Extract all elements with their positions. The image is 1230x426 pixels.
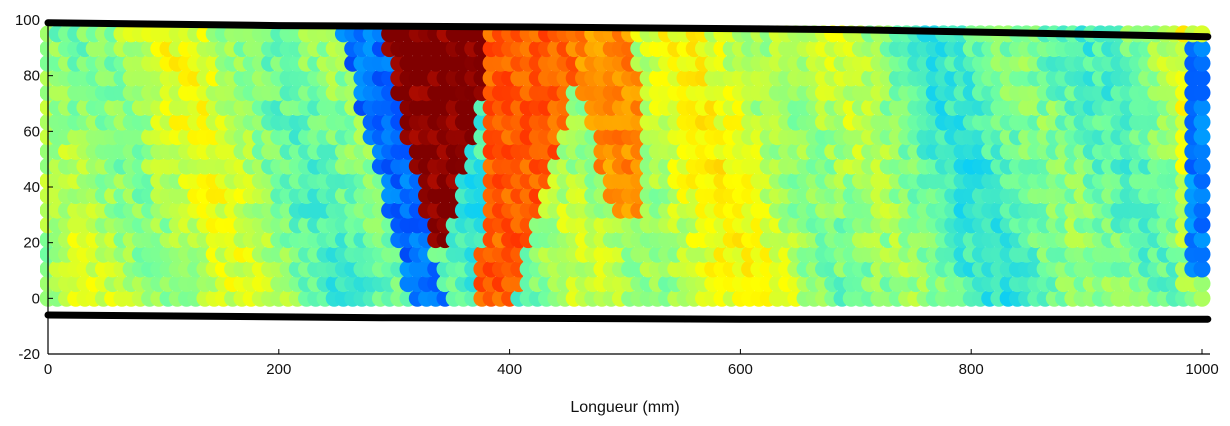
data-point xyxy=(1193,157,1211,175)
data-point xyxy=(1193,216,1211,234)
data-point xyxy=(1193,113,1211,131)
data-point xyxy=(1193,260,1211,278)
data-point xyxy=(1193,69,1211,87)
x-tick-label: 1000 xyxy=(1185,361,1218,378)
data-point xyxy=(1193,187,1211,204)
data-point xyxy=(1193,128,1211,146)
lower-boundary-line xyxy=(44,311,1212,323)
y-tick-label: 80 xyxy=(23,68,40,85)
data-point xyxy=(1193,245,1211,263)
data-point xyxy=(1193,201,1211,219)
data-point xyxy=(1193,142,1211,160)
x-tick-label: 600 xyxy=(728,361,753,378)
data-point xyxy=(1193,231,1211,249)
x-tick-label: 800 xyxy=(959,361,984,378)
x-tick-label: 0 xyxy=(44,361,52,378)
data-point xyxy=(1193,275,1211,293)
data-point xyxy=(1193,84,1211,102)
y-tick-label: -20 xyxy=(18,346,40,363)
boundary-lines-layer xyxy=(44,19,1212,323)
y-tick-label: 0 xyxy=(32,290,40,307)
y-tick-label: 100 xyxy=(15,12,40,29)
scatter-points-layer xyxy=(40,25,1211,307)
data-point xyxy=(1193,289,1211,307)
data-point xyxy=(1193,98,1211,116)
y-tick-label: 60 xyxy=(23,123,40,140)
data-point xyxy=(1193,54,1211,72)
data-point xyxy=(1193,40,1211,58)
x-tick-label: 200 xyxy=(266,361,291,378)
data-point xyxy=(1193,172,1211,190)
y-tick-label: 20 xyxy=(23,235,40,252)
y-tick-label: 40 xyxy=(23,179,40,196)
x-tick-label: 400 xyxy=(497,361,522,378)
x-axis-label: Longueur (mm) xyxy=(570,399,679,416)
upper-boundary-line xyxy=(44,19,1212,41)
